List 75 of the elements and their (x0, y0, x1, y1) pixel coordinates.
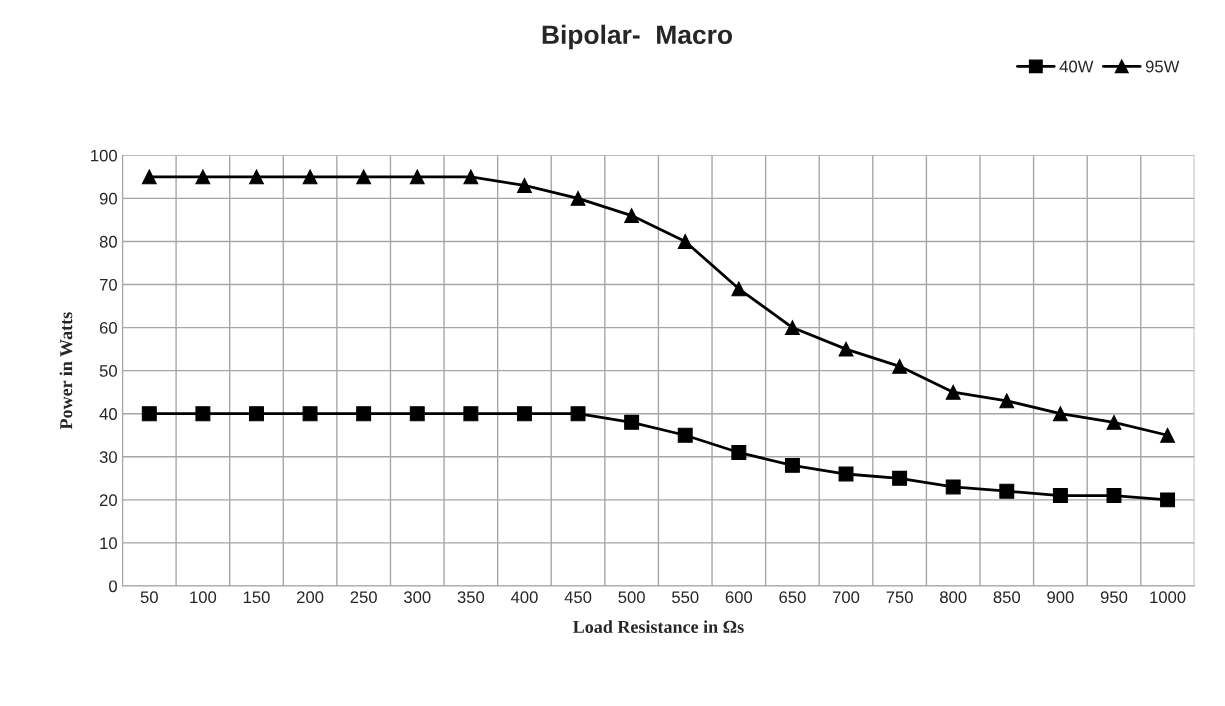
point (141, 406, 157, 422)
y-tick-label: 10 (100, 537, 117, 550)
x-tick-label: 750 (886, 591, 913, 604)
x-tick-label: 150 (243, 591, 270, 604)
y-tick-label: 30 (99, 451, 117, 463)
point (784, 320, 800, 336)
point (302, 406, 318, 422)
point (731, 281, 747, 297)
x-tick-label: 600 (725, 591, 753, 604)
point (516, 178, 532, 193)
point (356, 406, 372, 422)
x-tick-label: 950 (1100, 591, 1128, 604)
legend-label: 40W (1059, 60, 1094, 73)
y-tick-label: 100 (91, 149, 117, 162)
point (945, 479, 961, 495)
point (516, 406, 532, 422)
x-tick-label: 200 (297, 591, 324, 604)
y-tick-label: 50 (99, 365, 117, 377)
point (463, 406, 479, 422)
x-tick-label: 250 (350, 591, 377, 604)
point (463, 169, 479, 185)
x-tick-label: 450 (564, 591, 592, 604)
y-tick-label: 70 (99, 278, 117, 291)
point (1052, 406, 1068, 422)
y-tick-label: 0 (109, 580, 117, 593)
point (570, 406, 586, 422)
x-tick-label: 100 (190, 591, 217, 604)
chart-title: Bipolar- Macro (542, 24, 733, 50)
point (409, 169, 425, 185)
x-axis-title: Load Resistance in Ωs (573, 620, 744, 633)
point (1052, 488, 1068, 504)
legend-label: 95W (1145, 60, 1180, 73)
x-tick-label: 900 (1047, 591, 1074, 604)
x-tick-label: 300 (404, 591, 431, 604)
point (945, 384, 961, 400)
point (784, 457, 800, 473)
point (999, 393, 1015, 409)
point (249, 169, 264, 185)
x-tick-label: 50 (140, 591, 158, 604)
point (1160, 492, 1176, 508)
point (1106, 414, 1122, 430)
y-tick-label: 80 (99, 235, 117, 248)
y-tick-label: 60 (99, 321, 117, 334)
point (731, 445, 747, 460)
y-axis-title: Power in Watts (59, 312, 73, 430)
point (1160, 427, 1176, 443)
point (356, 169, 372, 185)
point (195, 169, 211, 185)
point (624, 208, 640, 224)
point (892, 470, 908, 486)
x-tick-label: 500 (618, 591, 645, 604)
x-tick-label: 650 (779, 591, 806, 604)
x-tick-label: 850 (993, 591, 1021, 604)
x-tick-label: 700 (832, 591, 860, 604)
point (249, 406, 264, 422)
point (302, 169, 318, 185)
point (195, 406, 211, 422)
point (409, 406, 425, 422)
point (892, 358, 908, 374)
y-tick-label: 90 (99, 192, 117, 205)
x-tick-label: 800 (940, 591, 967, 604)
point (624, 414, 640, 430)
point (570, 190, 586, 206)
y-tick-label: 20 (99, 494, 117, 507)
y-tick-label: 40 (99, 408, 117, 420)
x-tick-label: 550 (672, 591, 699, 604)
point (141, 169, 157, 185)
x-tick-label: 350 (457, 591, 485, 604)
x-tick-label: 400 (510, 591, 538, 604)
point (838, 341, 854, 357)
point (677, 233, 693, 249)
point (1106, 488, 1122, 504)
point (677, 427, 693, 443)
point (999, 483, 1015, 499)
x-tick-label: 1000 (1150, 591, 1186, 604)
